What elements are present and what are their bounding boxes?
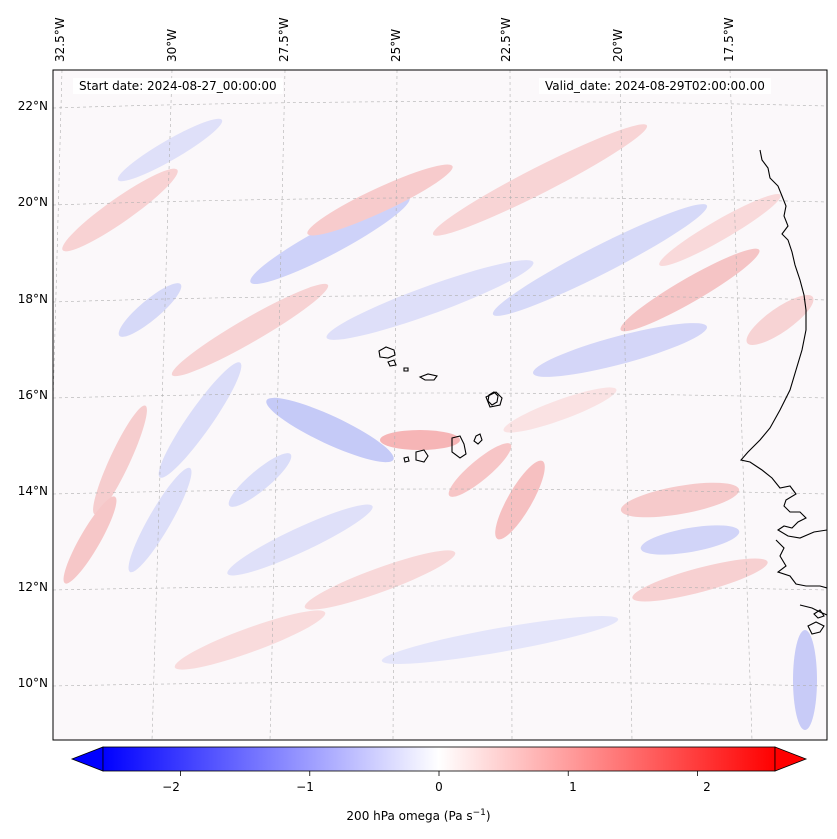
colorbar-body	[102, 746, 776, 772]
colorbar-label-close: )	[485, 809, 491, 823]
colorbar-label-main: 200 hPa omega (Pa s	[346, 809, 473, 823]
guinea-coast	[799, 604, 827, 616]
coastlines	[378, 149, 827, 635]
lon-label-25w: 25°W	[389, 28, 403, 62]
gambia-coast	[775, 539, 827, 589]
colorbar-tick-label: 0	[435, 780, 443, 794]
colorbar-extend-left	[70, 746, 104, 772]
graticule	[53, 70, 827, 740]
lon-label-20w: 20°W	[611, 28, 625, 62]
lat-label-22n: 22°N	[17, 99, 48, 113]
colorbar-tick-label: −1	[296, 780, 314, 794]
lat-label-10n: 10°N	[17, 676, 48, 690]
bijagos-2	[813, 609, 825, 619]
maio	[473, 433, 483, 445]
lat-label-18n: 18°N	[17, 292, 48, 306]
lon-label-27-5w: 27.5°W	[277, 17, 291, 62]
map-background	[53, 70, 827, 740]
start-date-label: Start date: 2024-08-27_00:00:00	[73, 78, 283, 94]
sao-nicolau	[418, 373, 438, 381]
colorbar-tick-label: −2	[162, 780, 180, 794]
lon-label-32-5w: 32.5°W	[53, 17, 67, 62]
colorbar-label-exponent: −1	[472, 808, 486, 818]
brava	[403, 456, 410, 463]
bissagos	[807, 621, 825, 635]
santa-luzia	[403, 367, 409, 372]
omega-field	[62, 118, 817, 730]
lat-label-16n: 16°N	[17, 388, 48, 402]
sao-vicente	[387, 359, 397, 367]
lat-label-12n: 12°N	[17, 580, 48, 594]
lon-label-22-5w: 22.5°W	[499, 17, 513, 62]
africa-coastline	[739, 149, 827, 539]
boa-vista	[485, 391, 503, 408]
santo-antao	[378, 346, 396, 359]
lon-label-30w: 30°W	[165, 28, 179, 62]
santiago	[451, 435, 467, 459]
lon-label-17-5w: 17.5°W	[722, 17, 736, 62]
map-frame	[52, 69, 828, 741]
lat-label-14n: 14°N	[17, 484, 48, 498]
fogo	[415, 449, 429, 463]
valid-date-label: Valid_date: 2024-08-29T02:00:00.00	[539, 78, 771, 94]
colorbar-extend-right	[774, 746, 808, 772]
lat-label-20n: 20°N	[17, 195, 48, 209]
colorbar	[70, 746, 808, 776]
colorbar-label: 200 hPa omega (Pa s−1)	[0, 808, 837, 823]
colorbar-tick-label: 1	[569, 780, 577, 794]
colorbar-tick-label: 2	[703, 780, 711, 794]
